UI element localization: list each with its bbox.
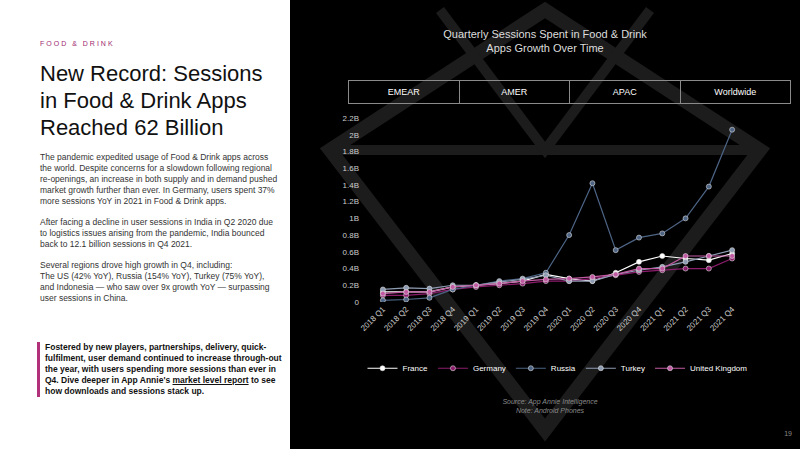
svg-text:Russia: Russia (551, 364, 576, 373)
svg-text:2019 Q3: 2019 Q3 (499, 304, 527, 332)
svg-text:2018 Q2: 2018 Q2 (382, 304, 410, 332)
svg-text:2021 Q2: 2021 Q2 (662, 304, 690, 332)
html-text:Worldwide: Worldwide (714, 87, 757, 97)
svg-text:2020 Q1: 2020 Q1 (545, 304, 573, 332)
html-text:After facing a decline in user: After facing a decline in user sessions … (40, 217, 273, 249)
svg-text:1B: 1B (349, 214, 359, 223)
svg-text:2021 Q3: 2021 Q3 (685, 304, 713, 332)
svg-text:Germany: Germany (473, 364, 506, 373)
svg-text:0.6B: 0.6B (343, 248, 359, 257)
html-text:19: 19 (784, 430, 792, 437)
svg-text:2019 Q4: 2019 Q4 (522, 304, 550, 332)
html-text:AMER: AMER (501, 87, 528, 97)
svg-text:2019 Q1: 2019 Q1 (452, 304, 480, 332)
svg-text:1.4B: 1.4B (343, 181, 359, 190)
html-text:The pandemic expedited usage o: The pandemic expedited usage of Food & D… (40, 152, 278, 206)
svg-text:2020 Q2: 2020 Q2 (569, 304, 597, 332)
html-text:Note: Android Phones: Note: Android Phones (515, 407, 585, 414)
svg-text:United Kingdom: United Kingdom (690, 364, 747, 373)
svg-text:2020 Q4: 2020 Q4 (615, 304, 643, 332)
svg-text:2018 Q3: 2018 Q3 (406, 304, 434, 332)
svg-text:1.6B: 1.6B (343, 164, 359, 173)
svg-text:1.2B: 1.2B (343, 197, 359, 206)
svg-text:2020 Q3: 2020 Q3 (592, 304, 620, 332)
html-text:New Record: Sessions in Food &: New Record: Sessions in Food & Drink App… (40, 61, 263, 140)
svg-text:2.2B: 2.2B (343, 114, 359, 123)
html-text:The US (42% YoY), Russia (154%: The US (42% YoY), Russia (154% YoY), Tur… (40, 271, 270, 303)
svg-text:0: 0 (355, 298, 360, 307)
html-text:Source: App Annie Intelligence: Source: App Annie Intelligence (502, 398, 598, 405)
svg-text:2021 Q1: 2021 Q1 (638, 304, 666, 332)
svg-text:1.8B: 1.8B (343, 147, 359, 156)
html-text:Fostered by new players, partn: Fostered by new players, partnerships, d… (45, 342, 282, 396)
svg-text:2019 Q2: 2019 Q2 (475, 304, 503, 332)
svg-text:2018 Q4: 2018 Q4 (429, 304, 457, 332)
html-text:APAC: APAC (612, 87, 637, 97)
svg-text:France: France (403, 364, 428, 373)
html-text:EMEAR: EMEAR (387, 87, 420, 97)
svg-text:2021 Q4: 2021 Q4 (708, 304, 736, 332)
svg-text:0.4B: 0.4B (343, 264, 359, 273)
html-text:FOOD & DRINK: FOOD & DRINK (40, 40, 115, 47)
svg-text:2B: 2B (349, 131, 359, 140)
svg-text:2018 Q1: 2018 Q1 (359, 304, 387, 332)
svg-text:0.8B: 0.8B (343, 231, 359, 240)
html-text:Several regions drove high gro: Several regions drove high growth in Q4,… (40, 260, 233, 270)
svg-text:0.2B: 0.2B (343, 281, 359, 290)
svg-text:Turkey: Turkey (621, 364, 645, 373)
svg-text:Quarterly Sessions Spent in Fo: Quarterly Sessions Spent in Food & Drink… (443, 28, 647, 54)
